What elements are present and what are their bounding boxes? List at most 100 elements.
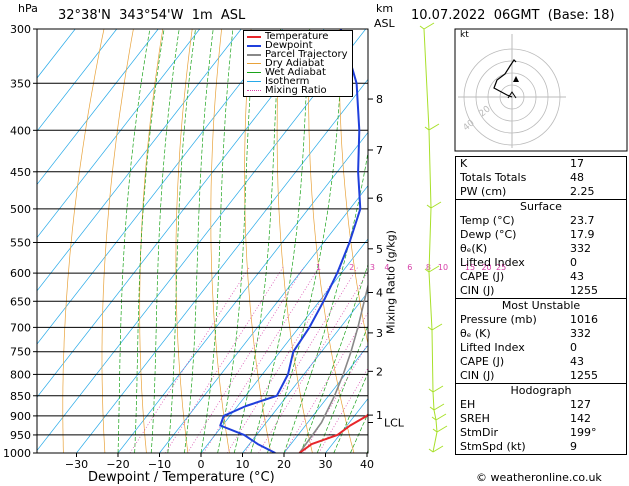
- isotherm-line: [76, 78, 368, 453]
- legend-swatch: [247, 63, 261, 64]
- wind-barb: [428, 123, 440, 131]
- temperature-line: [298, 413, 368, 453]
- height-tick-label: 4: [376, 287, 383, 300]
- legend-item: Wet Adiabat: [247, 68, 348, 78]
- section-title: Most Unstable: [501, 299, 581, 312]
- temperature-tick-label: 20: [277, 458, 291, 471]
- wind-barb-flag: [428, 388, 434, 393]
- most-unstable-block: Most Unstable Pressure (mb) 1016 θₑ (K) 33…: [456, 298, 626, 383]
- mixing-ratio-label: 25: [496, 263, 506, 272]
- mixing-ratio-label: 1: [316, 263, 321, 272]
- pressure-tick-label: 1000: [3, 447, 31, 460]
- pressure-unit: hPa: [18, 2, 38, 15]
- height-tick-label: 8: [376, 93, 383, 106]
- wind-barb-flag: [426, 204, 432, 209]
- height-tick-label: 6: [376, 192, 383, 205]
- dry-adiabat-line: [175, 29, 193, 453]
- wind-barb-flag: [419, 25, 425, 30]
- wind-barb-flag: [429, 406, 435, 411]
- table-row: SREH 142: [460, 412, 591, 425]
- wet-adiabat-line: [250, 29, 310, 453]
- mixing-ratio-label: 2: [349, 263, 354, 272]
- mixing-ratio-label: 20: [481, 263, 491, 272]
- wet-adiabat-line: [134, 29, 165, 453]
- wind-profile-line: [423, 28, 438, 453]
- chart-axes: 3003504004505005506006507007508008509009…: [3, 23, 405, 471]
- mixing-ratio-label: 3: [370, 263, 375, 272]
- wet-adiabat-line: [150, 29, 180, 453]
- pressure-tick-label: 900: [10, 410, 31, 423]
- surface-block: Surface Temp (°C) 23.7 Dewp (°C) 17.9 θₑ(K…: [456, 199, 626, 298]
- wind-barb: [436, 425, 448, 433]
- pressure-tick-label: 400: [10, 124, 31, 137]
- pressure-tick-label: 350: [10, 77, 31, 90]
- temperature-tick-label: 30: [319, 458, 333, 471]
- isotherm-line: [37, 29, 159, 185]
- table-row: Temp (°C) 23.7: [460, 214, 595, 227]
- height-unit-asl: ASL: [374, 17, 395, 30]
- legend-item: Isotherm: [247, 77, 348, 87]
- wind-barb-flag: [432, 428, 438, 433]
- table-row: θₑ (K) 332: [460, 327, 591, 340]
- table-row: EH 127: [460, 398, 591, 411]
- lcl-label: LCL: [384, 416, 405, 429]
- wind-barb: [430, 201, 442, 209]
- dewpoint-line: [219, 29, 362, 453]
- mixing-ratio-line: [303, 342, 368, 453]
- pressure-tick-label: 300: [10, 23, 31, 36]
- isotherm-line: [37, 29, 200, 239]
- isotherm-line: [37, 29, 366, 452]
- table-row: Pressure (mb) 1016: [460, 313, 598, 326]
- table-row: CIN (J) 1255: [460, 284, 598, 297]
- pressure-tick-label: 700: [10, 321, 31, 334]
- legend-item: Parcel Trajectory: [247, 50, 348, 60]
- height-tick-label: 5: [376, 243, 383, 256]
- temperature-tick-label: −30: [65, 458, 88, 471]
- legend-swatch: [247, 53, 261, 56]
- table-row: StmDir 199°: [460, 426, 597, 439]
- hodograph-frame: [454, 28, 628, 152]
- wind-barb-flag: [427, 326, 433, 331]
- table-row: Lifted Index 0: [460, 341, 577, 354]
- pressure-tick-label: 500: [10, 203, 31, 216]
- isotherm-line: [159, 185, 368, 453]
- mixing-ratio-label: 8: [426, 263, 431, 272]
- height-tick-label: 7: [376, 144, 383, 157]
- plot-frame: [36, 28, 369, 454]
- hodograph-label: kt: [460, 30, 469, 40]
- pressure-tick-label: 850: [10, 390, 31, 403]
- isotherm-line: [242, 291, 368, 453]
- legend-swatch: [247, 90, 261, 91]
- mixing-ratio-line: [284, 311, 368, 453]
- mixing-ratio-line: [244, 267, 358, 453]
- legend-item: Dewpoint: [247, 41, 348, 51]
- temperature-tick-label: 40: [360, 458, 374, 471]
- height-tick-label: 1: [376, 409, 383, 422]
- table-row: CAPE (J) 43: [460, 270, 584, 283]
- isotherm-line: [37, 29, 242, 292]
- mixing-ratio-label: 6: [407, 263, 412, 272]
- table-row: Totals Totals 48: [460, 171, 584, 184]
- wind-barb: [431, 323, 443, 331]
- wind-barb-column: [419, 22, 448, 453]
- pressure-tick-label: 950: [10, 429, 31, 442]
- height-tick-label: 3: [376, 327, 383, 340]
- section-title: Surface: [520, 200, 562, 213]
- mixing-ratio-label: 10: [438, 263, 448, 272]
- temperature-tick-label: 10: [236, 458, 250, 471]
- mixing-ratio-label: 4: [384, 263, 389, 272]
- height-unit-km: km: [376, 2, 394, 15]
- wind-barb-flag: [424, 126, 430, 131]
- table-row: CIN (J) 1255: [460, 369, 598, 382]
- table-row: θₑ(K) 332: [460, 242, 591, 255]
- wind-barb: [432, 385, 444, 393]
- legend-item: Mixing Ratio: [247, 86, 348, 96]
- legend-swatch: [247, 72, 261, 73]
- section-title: Hodograph: [510, 384, 572, 397]
- mixing-ratio-label: 15: [465, 263, 475, 272]
- table-row: K 17: [460, 157, 584, 170]
- table-row: StmSpd (kt) 9: [460, 440, 577, 453]
- pressure-tick-label: 750: [10, 346, 31, 359]
